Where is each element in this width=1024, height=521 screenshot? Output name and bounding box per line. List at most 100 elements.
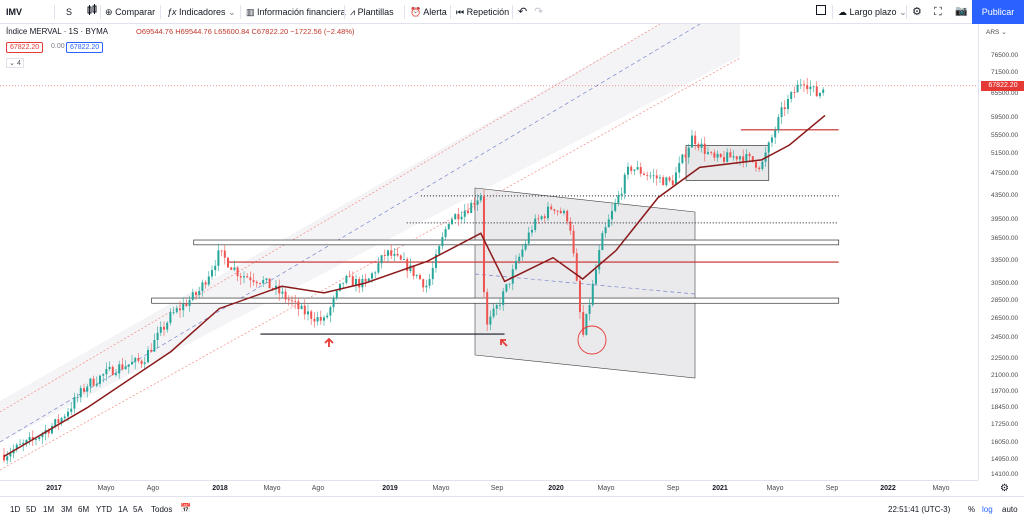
candle-body <box>818 92 821 97</box>
range-button[interactable]: 1A <box>118 505 128 514</box>
candle-body <box>601 233 604 250</box>
candle-body <box>294 301 297 302</box>
fullscreen-toggle-icon[interactable] <box>816 4 826 20</box>
candle-body <box>290 300 293 302</box>
candle-body <box>748 153 751 157</box>
settings-gear-icon[interactable]: ⚙ <box>912 6 922 18</box>
time-tick-label: Sep <box>490 485 504 492</box>
chevron-down-icon: ⌄ <box>899 7 907 17</box>
candle-body <box>258 283 261 284</box>
range-button[interactable]: 1D <box>10 505 21 514</box>
toolbar-divider <box>344 5 345 19</box>
candle-body <box>527 232 530 244</box>
candle-body <box>172 312 175 313</box>
range-button[interactable]: 1M <box>43 505 55 514</box>
camera-snapshot-icon[interactable]: 📷 <box>955 6 968 17</box>
candle-body <box>812 86 815 88</box>
range-button[interactable]: YTD <box>96 505 112 514</box>
candle-body <box>745 153 748 163</box>
percent-scale-toggle[interactable]: % <box>968 505 976 514</box>
indicators-collapse-toggle[interactable]: ⌄ 4 <box>6 58 24 68</box>
candle-body <box>313 318 316 322</box>
candle-body <box>422 279 425 288</box>
indicators-button[interactable]: ƒx Indicadores ⌄ <box>167 4 236 20</box>
layout-selector[interactable]: ☁ Largo plazo ⌄ <box>838 4 907 20</box>
candle-body <box>137 358 140 361</box>
date-range-icon[interactable]: 📅 <box>180 503 192 513</box>
toolbar-divider <box>160 5 161 19</box>
sell-price-chip[interactable]: 67822.20 <box>6 42 44 53</box>
templates-button[interactable]: ⩘ Plantillas <box>350 4 394 20</box>
symbol-title[interactable]: Índice MERVAL · 1S · BYMA <box>6 27 109 36</box>
candle-body <box>146 349 149 363</box>
candle-body <box>678 163 681 173</box>
range-button[interactable]: 5A <box>133 505 143 514</box>
time-tick-label: 2019 <box>382 485 398 492</box>
range-button[interactable]: Todos <box>151 505 173 514</box>
price-tick-label: 59500.00 <box>991 114 1019 122</box>
candle-body <box>134 358 137 362</box>
price-tick-label: 16050.00 <box>991 438 1019 446</box>
candle-body <box>351 276 354 287</box>
chart-plot[interactable] <box>0 24 978 480</box>
compare-button[interactable]: ⊕ Comparar <box>105 4 155 20</box>
alert-button[interactable]: ⏰ Alerta <box>410 4 447 20</box>
candle-body <box>274 285 277 290</box>
candle-body <box>194 292 197 296</box>
time-tick-label: Mayo <box>597 485 615 492</box>
candle-body <box>169 312 172 323</box>
price-tick-label: 22500.00 <box>991 355 1019 363</box>
candle-body <box>460 216 463 220</box>
financials-button[interactable]: ▥ Información financiera <box>246 4 346 20</box>
candle-body <box>569 221 572 231</box>
price-axis[interactable]: 76500.00 71500.00 65500.00 59500.00 55500.00… <box>978 24 1024 480</box>
candle-body <box>34 439 37 440</box>
range-button[interactable]: 6M <box>78 505 90 514</box>
clock-timezone[interactable]: 22:51:41 (UTC-3) <box>888 505 951 514</box>
range-button[interactable]: 5D <box>26 505 37 514</box>
replay-icon: ⏮ <box>456 7 465 17</box>
arrow-diagonal-marker <box>500 339 508 347</box>
candle-body <box>735 156 738 160</box>
candle-body <box>198 290 201 296</box>
candle-body <box>102 374 105 376</box>
settings-gear-icon[interactable]: ⚙ <box>1000 483 1009 494</box>
candle-body <box>646 174 649 176</box>
indicators-label: Indicadores <box>179 7 226 17</box>
symbol-search[interactable]: IMV <box>6 7 23 17</box>
candle-body <box>630 166 633 171</box>
time-axis[interactable]: 2017 Mayo Ago 2018 Mayo Ago 2019 Mayo Sep 2020 May… <box>0 480 978 496</box>
candle-body <box>665 177 668 186</box>
candle-body <box>412 265 415 277</box>
last-price-label: 67822.20 <box>981 80 1024 91</box>
candle-body <box>767 142 770 153</box>
candle-body <box>473 202 476 205</box>
candle-body <box>566 210 569 222</box>
time-tick-label: Mayo <box>766 485 784 492</box>
publish-button[interactable]: Publicar <box>972 0 1024 24</box>
interval-button[interactable]: S <box>66 7 73 17</box>
candle-body <box>671 180 674 186</box>
buy-price-chip[interactable]: 67822.20 <box>66 42 104 53</box>
log-scale-toggle[interactable]: log <box>982 505 993 514</box>
candle-body <box>156 332 159 341</box>
candle-body <box>780 107 783 118</box>
replay-button[interactable]: ⏮ Repetición <box>456 4 509 20</box>
price-tick-label: 14950.00 <box>991 456 1019 464</box>
candle-body <box>38 437 41 440</box>
candle-body <box>783 107 786 110</box>
redo-icon[interactable]: ↷ <box>534 6 544 18</box>
candle-body <box>284 291 287 300</box>
undo-icon[interactable]: ↶ <box>518 6 528 18</box>
currency-label[interactable]: ARS ⌄ <box>986 28 1007 36</box>
auto-scale-toggle[interactable]: auto <box>1002 505 1018 514</box>
candle-body <box>153 340 156 352</box>
candle-body <box>348 275 351 277</box>
candle-body <box>758 167 761 169</box>
candle-body <box>281 291 284 294</box>
price-tick-label: 33500.00 <box>991 256 1019 264</box>
range-button[interactable]: 3M <box>61 505 73 514</box>
chart-type-candles-icon[interactable] <box>86 4 98 20</box>
candle-body <box>3 454 5 461</box>
fullscreen-icon[interactable]: ⛶ <box>934 6 942 18</box>
